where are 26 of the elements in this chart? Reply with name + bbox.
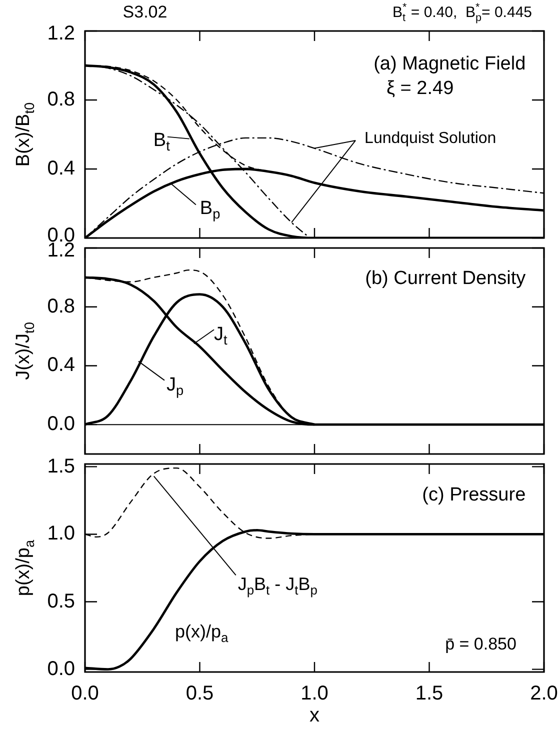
annotation: (b) Current Density — [365, 268, 526, 290]
y-tick-label: 0.0 — [47, 658, 76, 680]
y-axis-title: p(x)/pa — [13, 540, 37, 596]
y-tick-label: 1.0 — [47, 522, 76, 545]
x-tick-label: 1.5 — [415, 682, 444, 705]
y-tick-label: 0.5 — [47, 590, 76, 612]
y-tick-label: 1.2 — [47, 22, 76, 45]
annotation: p̄ = 0.850 — [445, 634, 516, 654]
y-tick-label: 0.4 — [47, 354, 76, 376]
annotation: Lundquist Solution — [364, 130, 496, 147]
y-tick-label: 0.0 — [47, 413, 76, 436]
x-tick-label: 0.5 — [186, 682, 214, 705]
y-axis-title: J(x)/Jt0 — [13, 322, 37, 380]
x-axis-title: x — [310, 704, 320, 727]
x-tick-label: 2.0 — [530, 682, 558, 705]
annotation: (a) Magnetic Field — [374, 53, 526, 74]
y-axis-title: B(x)/Bt0 — [13, 102, 37, 167]
x-tick-label: 1.0 — [300, 682, 328, 705]
y-tick-label: 0.8 — [47, 295, 76, 318]
x-tick-label: 0.0 — [71, 682, 99, 705]
y-tick-label: 0.4 — [47, 158, 76, 180]
y-tick-label: 1.5 — [47, 456, 76, 478]
y-tick-label: 0.8 — [47, 88, 76, 111]
annotation: ξ = 2.49 — [386, 78, 454, 100]
annotation: (c) Pressure — [422, 484, 526, 506]
chart-title: S3.02 — [122, 2, 168, 22]
